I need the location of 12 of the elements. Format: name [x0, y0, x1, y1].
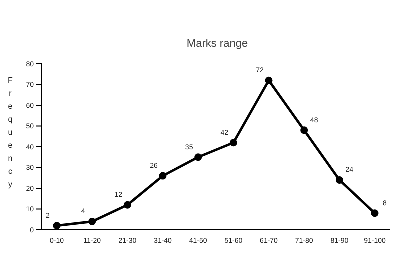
point — [53, 222, 61, 230]
point — [194, 154, 202, 162]
chart-title: Marks range — [186, 38, 250, 50]
point — [300, 126, 308, 134]
point — [159, 172, 167, 180]
point — [230, 139, 238, 147]
point — [265, 76, 273, 84]
y-axis-title: Frequency — [6, 76, 15, 193]
point — [124, 201, 132, 209]
point — [371, 210, 379, 218]
point — [336, 176, 344, 184]
point — [88, 218, 96, 226]
